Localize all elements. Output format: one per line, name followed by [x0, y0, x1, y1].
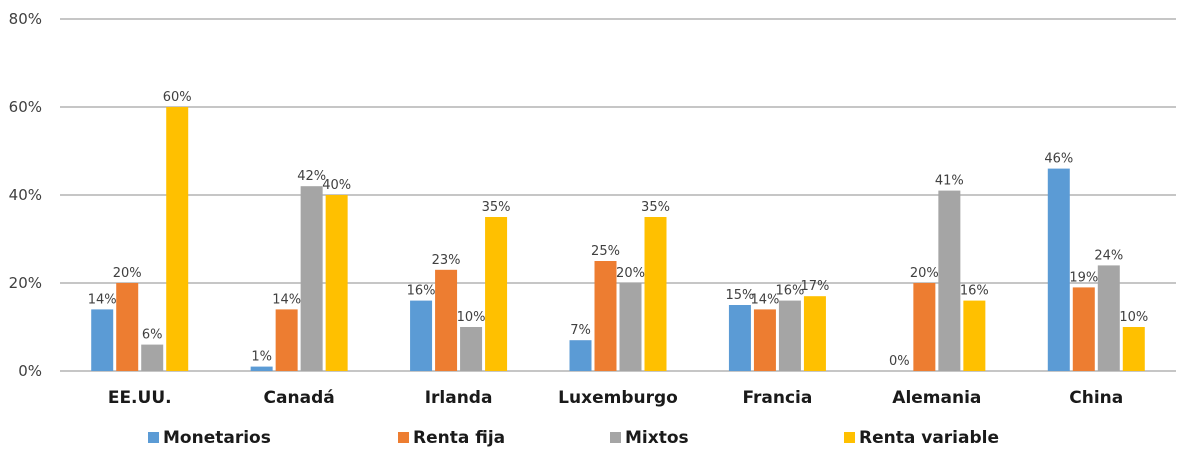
data-label: 17% — [800, 279, 829, 294]
data-label: 40% — [322, 178, 351, 193]
data-label: 1% — [251, 350, 272, 365]
data-labels: 14% 20% 6% 60% 1% 14% 42%40% 16% 23% 10% 35% 7% 25% 2… — [88, 90, 1148, 369]
legend-swatch — [398, 432, 409, 443]
legend-item: Mixtos — [610, 428, 689, 448]
data-label: 60% — [163, 90, 192, 105]
bar-monetarios — [569, 340, 592, 371]
bar-renta-fija — [913, 283, 936, 371]
data-label: 14% — [272, 292, 301, 307]
data-label: 20% — [113, 266, 142, 281]
y-tick-label: 40% — [9, 186, 42, 204]
data-label: 14% — [88, 292, 117, 307]
data-label: 19% — [1069, 270, 1098, 285]
data-label: 35% — [641, 200, 670, 215]
x-category-label: Luxemburgo — [558, 388, 678, 408]
bars — [91, 107, 1145, 371]
bar-monetarios — [728, 305, 751, 371]
data-label: 23% — [432, 253, 461, 268]
data-label: 41% — [935, 174, 964, 189]
legend-item: Renta variable — [844, 428, 999, 448]
legend-label: Mixtos — [625, 428, 689, 448]
x-category-label: Francia — [742, 388, 812, 408]
data-label: 20% — [910, 266, 939, 281]
bar-mixtos — [778, 300, 801, 371]
bar-renta-variable — [644, 217, 667, 371]
bar-renta-variable — [485, 217, 508, 371]
legend-label: Monetarios — [163, 428, 271, 448]
data-label: 16% — [775, 284, 804, 299]
data-label: 15% — [725, 288, 754, 303]
gridlines — [60, 18, 1176, 372]
bar-monetarios — [410, 300, 433, 371]
bar-mixtos — [938, 190, 961, 371]
bar-renta-fija — [1072, 287, 1095, 371]
bar-mixtos — [460, 327, 483, 371]
data-label: 10% — [457, 310, 486, 325]
data-label: 14% — [750, 292, 779, 307]
data-label: 16% — [407, 284, 436, 299]
x-category-label: Canadá — [264, 388, 335, 408]
legend-item: Monetarios — [148, 428, 271, 448]
bar-monetarios — [91, 309, 114, 371]
x-category-label: EE.UU. — [108, 388, 172, 408]
y-tick-label: 0% — [18, 362, 42, 380]
bar-renta-fija — [275, 309, 298, 371]
legend-item: Renta fija — [398, 428, 505, 448]
x-category-label: Alemania — [892, 388, 981, 408]
y-axis: 0% 20% 40% 60% 80% — [9, 10, 42, 380]
bar-renta-variable — [325, 195, 348, 371]
bar-renta-fija — [435, 269, 458, 371]
bar-renta-variable — [803, 296, 826, 371]
bar-renta-variable — [963, 300, 986, 371]
data-label: 25% — [591, 244, 620, 259]
bar-mixtos — [1097, 265, 1120, 371]
bar-renta-fija — [594, 261, 617, 371]
legend-swatch — [844, 432, 855, 443]
data-label: 16% — [960, 284, 989, 299]
bar-renta-variable — [166, 107, 189, 371]
legend-swatch — [148, 432, 159, 443]
x-category-label: China — [1069, 388, 1123, 408]
bar-monetarios — [250, 366, 273, 371]
legend-label: Renta variable — [859, 428, 999, 448]
bar-mixtos — [619, 283, 642, 371]
data-label: 42% — [297, 169, 326, 184]
x-category-label: Irlanda — [425, 388, 493, 408]
legend-label: Renta fija — [413, 428, 505, 448]
data-label: 24% — [1094, 248, 1123, 263]
data-label: 7% — [570, 323, 591, 338]
y-tick-label: 80% — [9, 10, 42, 28]
data-label: 20% — [616, 266, 645, 281]
bar-renta-fija — [116, 283, 139, 371]
data-label: 46% — [1044, 152, 1073, 167]
data-label: 35% — [482, 200, 511, 215]
y-tick-label: 20% — [9, 274, 42, 292]
data-label: 10% — [1119, 310, 1148, 325]
bar-mixtos — [300, 186, 323, 371]
data-label: 6% — [142, 328, 163, 343]
data-label: 0% — [889, 354, 910, 369]
bar-monetarios — [1047, 168, 1070, 371]
bar-mixtos — [141, 344, 164, 371]
bar-renta-variable — [1122, 327, 1145, 371]
legend-swatch — [610, 432, 621, 443]
bar-renta-fija — [753, 309, 776, 371]
legend: Monetarios Renta fija Mixtos Renta variable — [148, 428, 999, 448]
x-axis: EE.UU. Canadá Irlanda Luxemburgo Francia Alem… — [108, 388, 1123, 408]
y-tick-label: 60% — [9, 98, 42, 116]
